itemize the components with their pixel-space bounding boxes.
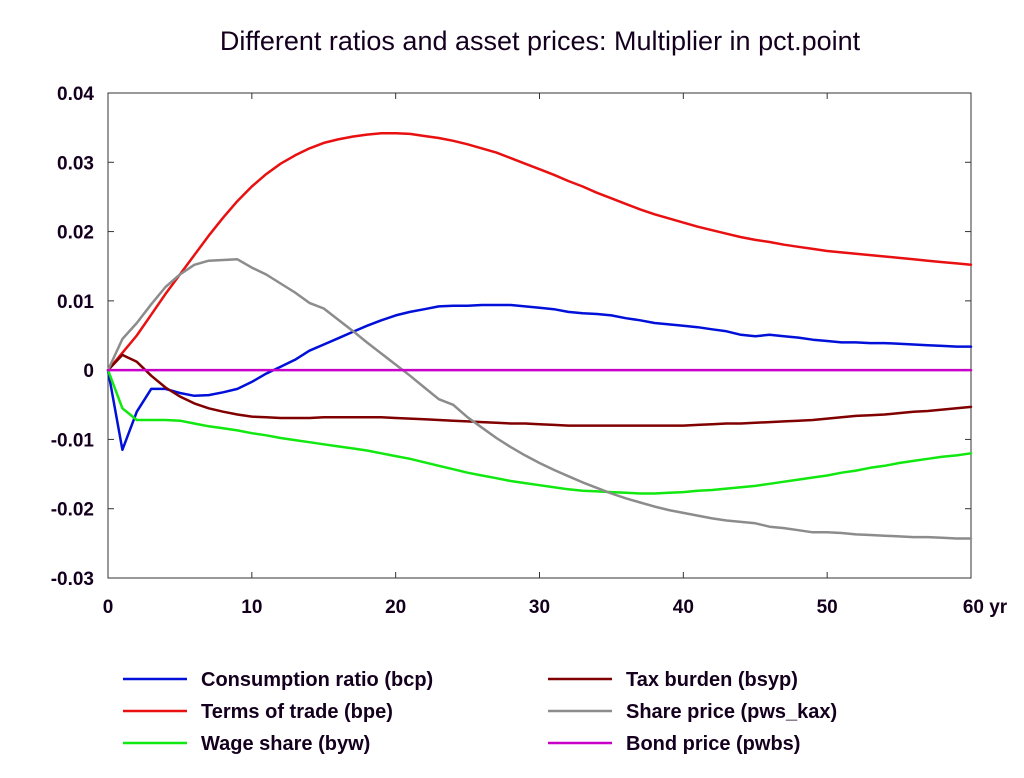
- series-line-1: [106, 303, 973, 452]
- legend-label-1: Consumption ratio (bcp): [201, 669, 433, 691]
- y-tick-label: -0.01: [51, 430, 95, 451]
- x-axis: 0 10 20 30 40 50 60 yr: [103, 93, 1008, 618]
- x-tick-label: 10: [241, 597, 262, 618]
- chart-title: Different ratios and asset prices: Multi…: [220, 26, 861, 56]
- y-tick-label: 0: [83, 361, 94, 382]
- legend-label-3: Wage share (byw): [201, 733, 370, 755]
- legend-label-2: Terms of trade (bpe): [201, 701, 393, 723]
- y-tick-label: 0.01: [57, 292, 94, 313]
- series-layer: [106, 131, 973, 540]
- plot-frame: [107, 92, 972, 579]
- x-tick-label: 30: [529, 597, 550, 618]
- y-axis: 0.04 0.03 0.02 0.01 0 -0.01 -0.02 -0.03: [51, 84, 971, 590]
- series-line-4: [106, 353, 973, 427]
- y-tick-label: 0.03: [57, 153, 94, 174]
- series-line-5: [106, 258, 973, 540]
- y-tick-label: 0.04: [57, 84, 94, 105]
- legend-label-6: Bond price (pwbs): [626, 733, 800, 755]
- legend-label-5: Share price (pws_kax): [626, 701, 837, 723]
- y-tick-label: -0.03: [51, 569, 94, 590]
- series-line-3: [106, 368, 973, 495]
- legend-label-4: Tax burden (bsyp): [626, 669, 798, 691]
- x-tick-label: 50: [817, 597, 838, 618]
- x-tick-label: 20: [385, 597, 406, 618]
- x-tick-label: 0: [103, 597, 114, 618]
- legend: Consumption ratio (bcp) Terms of trade (b…: [123, 669, 837, 755]
- y-tick-label: -0.02: [51, 500, 94, 521]
- x-tick-label: 40: [673, 597, 694, 618]
- x-tick-label: 60 yr: [963, 597, 1008, 618]
- y-tick-label: 0.02: [57, 223, 94, 244]
- series-line-2: [106, 131, 973, 372]
